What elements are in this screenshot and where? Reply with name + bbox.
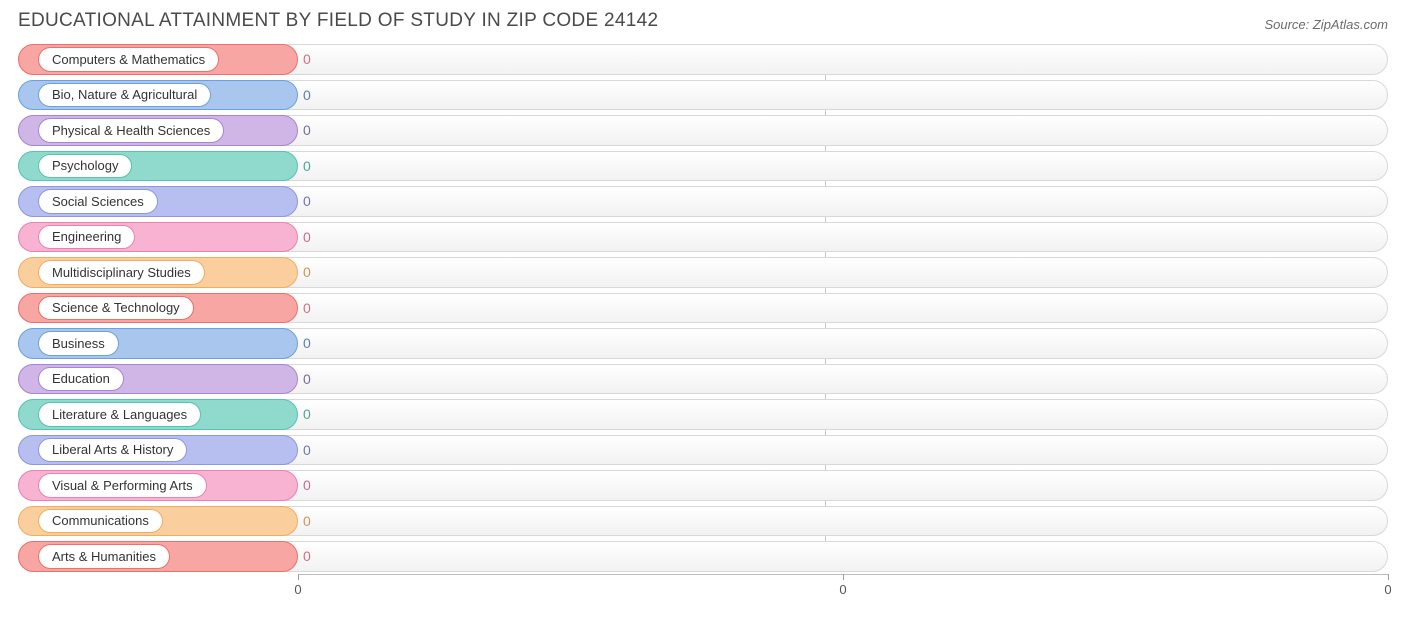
bar-value: 0 [303, 328, 311, 359]
bar-row: Literature & Languages 0 [18, 399, 1388, 430]
tick-mark [843, 574, 844, 580]
bar-label: Arts & Humanities [38, 544, 170, 569]
bar-value: 0 [303, 541, 311, 572]
bar-value: 0 [303, 470, 311, 501]
bar-row: Engineering 0 [18, 222, 1388, 253]
bar-label: Computers & Mathematics [38, 47, 219, 72]
bar-row: Multidisciplinary Studies 0 [18, 257, 1388, 288]
bar-row: Liberal Arts & History 0 [18, 435, 1388, 466]
bar-label: Psychology [38, 154, 132, 179]
bar-label: Liberal Arts & History [38, 438, 187, 463]
bar-label: Education [38, 367, 124, 392]
bar-label: Literature & Languages [38, 402, 201, 427]
bar-row: Education 0 [18, 364, 1388, 395]
bar-row: Psychology 0 [18, 151, 1388, 182]
bar-label: Communications [38, 509, 163, 534]
bar-label: Physical & Health Sciences [38, 118, 224, 143]
bar-row: Arts & Humanities 0 [18, 541, 1388, 572]
bar-label: Visual & Performing Arts [38, 473, 207, 498]
bar-label: Social Sciences [38, 189, 158, 214]
tick-mark [298, 574, 299, 580]
bar-row: Computers & Mathematics 0 [18, 44, 1388, 75]
bar-value: 0 [303, 186, 311, 217]
bar-value: 0 [303, 506, 311, 537]
tick-mark [1388, 574, 1389, 580]
bar-value: 0 [303, 435, 311, 466]
chart-header: EDUCATIONAL ATTAINMENT BY FIELD OF STUDY… [0, 0, 1406, 36]
bar-row: Science & Technology 0 [18, 293, 1388, 324]
bar-value: 0 [303, 115, 311, 146]
chart-rows: Computers & Mathematics0Bio, Nature & Ag… [18, 44, 1388, 572]
tick-label: 0 [839, 582, 846, 597]
bar-value: 0 [303, 257, 311, 288]
bar-row: Visual & Performing Arts 0 [18, 470, 1388, 501]
bar-row: Social Sciences 0 [18, 186, 1388, 217]
bar-value: 0 [303, 222, 311, 253]
bar-label: Multidisciplinary Studies [38, 260, 205, 285]
bar-value: 0 [303, 293, 311, 324]
bar-row: Physical & Health Sciences 0 [18, 115, 1388, 146]
bar-value: 0 [303, 80, 311, 111]
bar-row: Communications 0 [18, 506, 1388, 537]
tick-label: 0 [294, 582, 301, 597]
chart-title: EDUCATIONAL ATTAINMENT BY FIELD OF STUDY… [18, 10, 658, 32]
bar-label: Science & Technology [38, 296, 194, 321]
tick-label: 0 [1384, 582, 1391, 597]
bar-row: Bio, Nature & Agricultural 0 [18, 80, 1388, 111]
bar-value: 0 [303, 399, 311, 430]
bar-value: 0 [303, 44, 311, 75]
bar-value: 0 [303, 364, 311, 395]
bar-label: Engineering [38, 225, 135, 250]
chart-area: Computers & Mathematics0Bio, Nature & Ag… [0, 36, 1406, 614]
bar-label: Business [38, 331, 119, 356]
bar-row: Business 0 [18, 328, 1388, 359]
x-axis: 0 0 0 [18, 574, 1388, 614]
bar-label: Bio, Nature & Agricultural [38, 83, 211, 108]
chart-source: Source: ZipAtlas.com [1264, 17, 1388, 32]
bar-value: 0 [303, 151, 311, 182]
